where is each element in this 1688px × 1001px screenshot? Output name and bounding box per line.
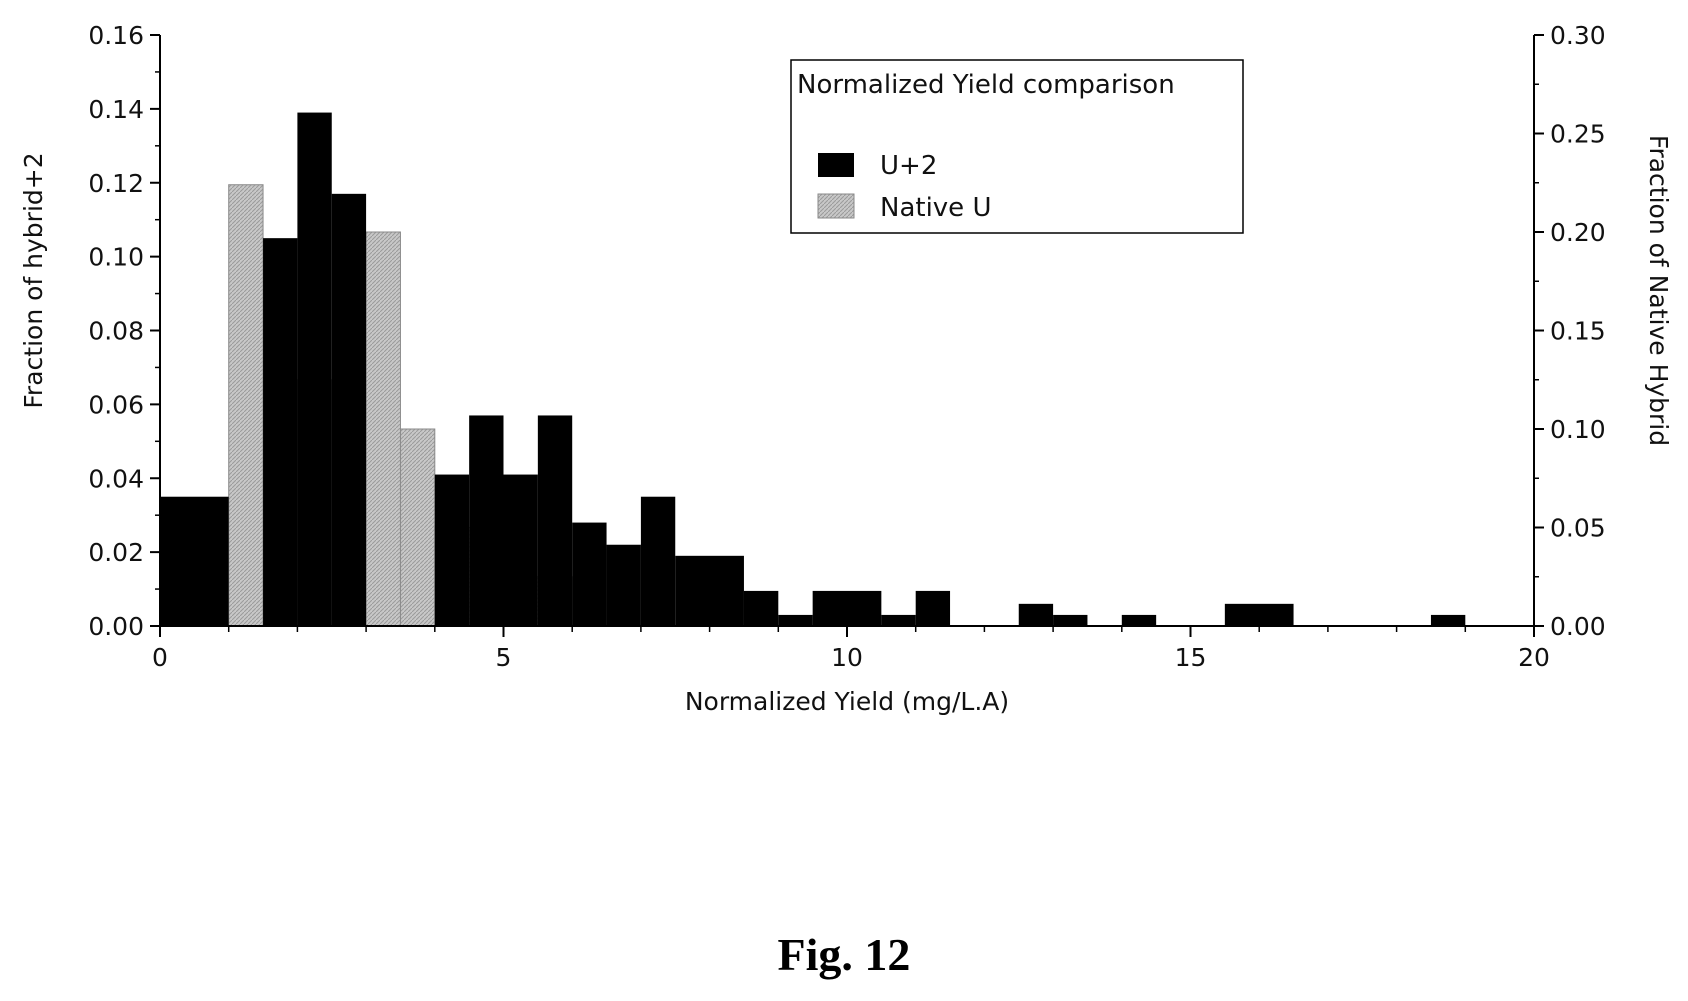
x-tick-label: 10 xyxy=(831,643,863,672)
x-tick-label: 15 xyxy=(1175,643,1207,672)
u2-bar-0 xyxy=(160,496,229,626)
u2-bar-18 xyxy=(881,614,916,626)
u2-bar-4 xyxy=(331,193,367,627)
x-tick-label: 5 xyxy=(496,643,512,672)
right-y-tick-label: 0.25 xyxy=(1550,120,1606,149)
chart-ticks: 0.00 0.02 0.04 0.06 0.08 0.10 0.12 0.14 0.16 0.00… xyxy=(88,21,1605,672)
u2-bar-21 xyxy=(1053,614,1088,626)
left-y-tick-label: 0.14 xyxy=(88,95,144,124)
left-y-tick-label: 0.16 xyxy=(88,21,144,50)
u2-bar-9 xyxy=(503,474,538,626)
u2-bars xyxy=(160,112,1466,627)
u2-bar-3 xyxy=(297,112,332,627)
right-y-tick-label: 0.30 xyxy=(1550,21,1606,50)
legend-label-native-u: Native U xyxy=(880,193,991,223)
x-tick-label: 0 xyxy=(152,643,168,672)
u2-bar-24 xyxy=(1430,614,1466,626)
right-y-tick-label: 0.05 xyxy=(1550,514,1606,543)
u2-bar-2 xyxy=(263,238,298,626)
left-y-tick-label: 0.00 xyxy=(88,612,144,641)
left-y-tick-label: 0.10 xyxy=(88,243,144,272)
right-y-axis-label: Fraction of Native Hybrid xyxy=(1644,135,1673,446)
u2-bar-13 xyxy=(640,496,676,626)
u2-bar-20 xyxy=(1018,603,1054,626)
legend-swatch-native-u xyxy=(817,193,855,219)
u2-bar-10 xyxy=(537,415,573,626)
right-y-tick-label: 0.20 xyxy=(1550,218,1606,247)
u2-bar-16 xyxy=(778,614,813,626)
native-u-bar-5 xyxy=(399,428,436,627)
left-y-tick-label: 0.06 xyxy=(88,390,144,419)
left-y-tick-label: 0.04 xyxy=(88,464,144,493)
u2-bar-8 xyxy=(469,415,504,626)
x-axis-label: Normalized Yield (mg/L.A) xyxy=(685,687,1009,716)
u2-bar-19 xyxy=(915,590,951,626)
x-tick-label: 20 xyxy=(1518,643,1550,672)
legend-swatch-u2 xyxy=(818,153,854,177)
left-y-tick-label: 0.02 xyxy=(88,538,144,567)
legend-label-u2: U+2 xyxy=(880,151,937,181)
legend-title: Normalized Yield comparison xyxy=(797,70,1175,100)
u2-bar-23 xyxy=(1224,603,1294,626)
right-y-tick-label: 0.15 xyxy=(1550,317,1606,346)
u2-bar-22 xyxy=(1121,614,1157,626)
native-u-bar-4 xyxy=(365,231,401,627)
u2-bar-14 xyxy=(675,555,744,626)
u2-bar-12 xyxy=(606,544,641,626)
legend-box xyxy=(790,59,1244,234)
u2-bar-15 xyxy=(743,590,779,626)
right-y-tick-label: 0.00 xyxy=(1550,612,1606,641)
figure-caption: Fig. 12 xyxy=(777,929,911,980)
native-u-bar-0 xyxy=(228,184,264,627)
left-y-tick-label: 0.08 xyxy=(88,317,144,346)
u2-bar-17 xyxy=(812,590,882,626)
left-y-axis-label: Fraction of hybrid+2 xyxy=(19,152,48,408)
left-y-tick-label: 0.12 xyxy=(88,169,144,198)
u2-bar-7 xyxy=(434,474,470,626)
legend: Normalized Yield comparison U+2 Native U xyxy=(790,59,1244,234)
right-y-tick-label: 0.10 xyxy=(1550,415,1606,444)
u2-bar-11 xyxy=(572,522,607,626)
